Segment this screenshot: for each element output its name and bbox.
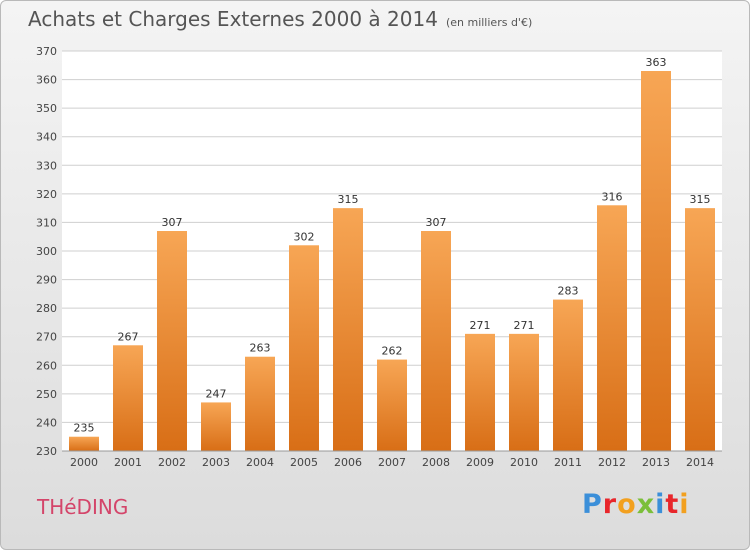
x-tick-label: 2007 xyxy=(378,456,406,469)
x-tick-label: 2011 xyxy=(554,456,582,469)
x-tick-label: 2006 xyxy=(334,456,362,469)
y-tick-label: 340 xyxy=(36,131,57,144)
bar xyxy=(553,299,583,451)
y-tick-label: 240 xyxy=(36,416,57,429)
x-tick-label: 2004 xyxy=(246,456,274,469)
value-label: 363 xyxy=(646,56,667,69)
bar xyxy=(641,71,671,451)
bar xyxy=(421,231,451,451)
x-tick-label: 2013 xyxy=(642,456,670,469)
x-tick-label: 2005 xyxy=(290,456,318,469)
bar xyxy=(157,231,187,451)
bar xyxy=(201,402,231,451)
value-label: 271 xyxy=(514,319,535,332)
logo-letter: x xyxy=(636,489,656,520)
bar xyxy=(465,333,495,451)
bar xyxy=(113,345,143,451)
logo-letter: i xyxy=(679,489,690,520)
value-label: 302 xyxy=(294,230,315,243)
value-label: 262 xyxy=(382,345,403,358)
x-tick-label: 2001 xyxy=(114,456,142,469)
x-tick-label: 2000 xyxy=(70,456,98,469)
value-label: 271 xyxy=(470,319,491,332)
y-tick-label: 320 xyxy=(36,188,57,201)
y-tick-label: 350 xyxy=(36,102,57,115)
value-label: 315 xyxy=(690,193,711,206)
logo-letter: t xyxy=(665,489,680,520)
chart-title-unit: (en milliers d'€) xyxy=(445,16,533,29)
x-tick-label: 2010 xyxy=(510,456,538,469)
place-name: THéDING xyxy=(37,495,129,519)
bar xyxy=(509,333,539,451)
chart-title: Achats et Charges Externes 2000 à 2014 (e… xyxy=(28,7,532,31)
y-tick-label: 230 xyxy=(36,445,57,458)
chart-title-main: Achats et Charges Externes 2000 à 2014 xyxy=(28,7,438,31)
bar xyxy=(685,208,715,451)
value-label: 316 xyxy=(602,190,623,203)
x-tick-label: 2012 xyxy=(598,456,626,469)
y-tick-label: 310 xyxy=(36,216,57,229)
x-tick-label: 2014 xyxy=(686,456,714,469)
y-tick-label: 300 xyxy=(36,245,57,258)
logo-letter: i xyxy=(655,489,666,520)
y-tick-label: 360 xyxy=(36,74,57,87)
value-label: 307 xyxy=(426,216,447,229)
bar xyxy=(245,356,275,451)
x-tick-label: 2008 xyxy=(422,456,450,469)
value-label: 315 xyxy=(338,193,359,206)
value-label: 235 xyxy=(74,422,95,435)
proxiti-logo: Proxiti xyxy=(582,489,690,520)
y-tick-label: 250 xyxy=(36,388,57,401)
bar xyxy=(69,436,99,451)
bar xyxy=(333,208,363,451)
value-label: 307 xyxy=(162,216,183,229)
bar xyxy=(377,359,407,451)
bar xyxy=(289,245,319,451)
x-tick-label: 2009 xyxy=(466,456,494,469)
x-tick-label: 2003 xyxy=(202,456,230,469)
value-label: 267 xyxy=(118,330,139,343)
y-tick-label: 260 xyxy=(36,359,57,372)
value-label: 283 xyxy=(558,285,579,298)
y-tick-label: 270 xyxy=(36,331,57,344)
y-tick-label: 330 xyxy=(36,159,57,172)
y-tick-label: 280 xyxy=(36,302,57,315)
value-label: 247 xyxy=(206,387,227,400)
value-label: 263 xyxy=(250,342,271,355)
bar xyxy=(597,205,627,451)
y-tick-label: 370 xyxy=(36,45,57,58)
logo-letter: P xyxy=(582,489,603,520)
y-tick-label: 290 xyxy=(36,274,57,287)
logo-letter: o xyxy=(617,489,637,520)
x-tick-label: 2002 xyxy=(158,456,186,469)
logo-letter: r xyxy=(602,489,618,520)
